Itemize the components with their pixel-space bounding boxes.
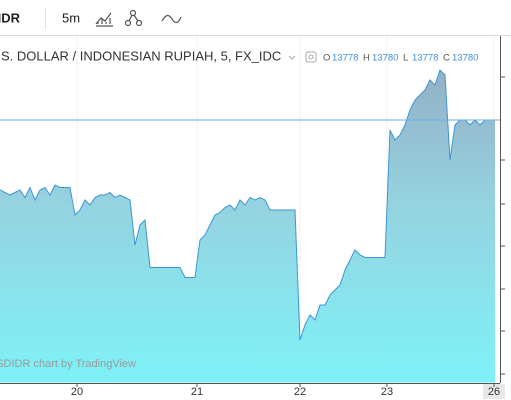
chart-title: U.S. DOLLAR / INDONESIAN RUPIAH, 5, FX_I…	[0, 48, 281, 63]
ohlc-value: 13778	[412, 53, 438, 64]
x-tick-label: 26	[488, 386, 500, 398]
price-axis-ticks	[500, 76, 505, 375]
ohlc-label: O	[323, 53, 330, 64]
date-highlight	[483, 384, 505, 399]
bars-style-icon[interactable]	[95, 12, 113, 27]
ohlc-label: L	[403, 53, 408, 64]
plot-area	[0, 36, 500, 383]
ohlc-label: C	[443, 53, 450, 64]
compare-icon[interactable]	[161, 14, 182, 24]
toolbar: USDIDR 5m	[0, 8, 511, 36]
interval[interactable]: 5m	[62, 10, 80, 25]
x-tick-label: 20	[71, 386, 83, 398]
x-tick-label: 23	[381, 386, 393, 398]
price-line	[0, 69, 495, 341]
title-dropdown[interactable]	[288, 55, 296, 60]
indicators-icon[interactable]	[124, 9, 143, 27]
x-tick-label: 22	[294, 386, 306, 398]
watermark: USDIDR chart by TradingView	[0, 358, 136, 370]
ohlc-label: H	[363, 53, 370, 64]
x-tick-label: 21	[191, 386, 203, 398]
symbol[interactable]: USDIDR	[0, 10, 21, 25]
ohlc-value: 13780	[452, 53, 478, 64]
ohlc-value: 13780	[372, 53, 398, 64]
visibility-icon[interactable]	[305, 51, 317, 63]
area-fill	[0, 70, 495, 383]
ohlc-value: 13778	[332, 53, 358, 64]
